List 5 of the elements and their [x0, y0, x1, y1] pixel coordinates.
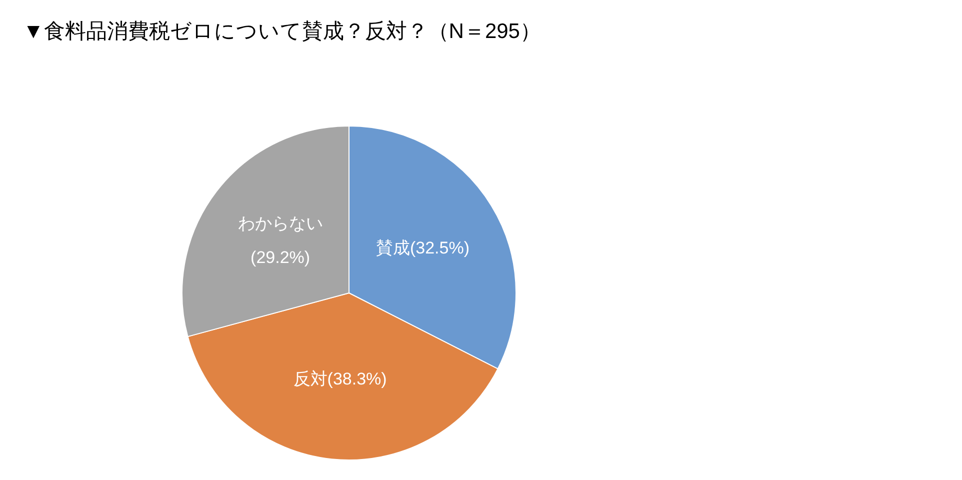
slice-label: 反対(38.3%): [293, 370, 387, 389]
slice-label: わからない: [238, 214, 323, 233]
chart-title: ▼食料品消費税ゼロについて賛成？反対？（N＝295）: [23, 20, 541, 43]
slice-label: 賛成(32.5%): [376, 238, 470, 258]
data-label: (29.2%): [250, 248, 310, 267]
